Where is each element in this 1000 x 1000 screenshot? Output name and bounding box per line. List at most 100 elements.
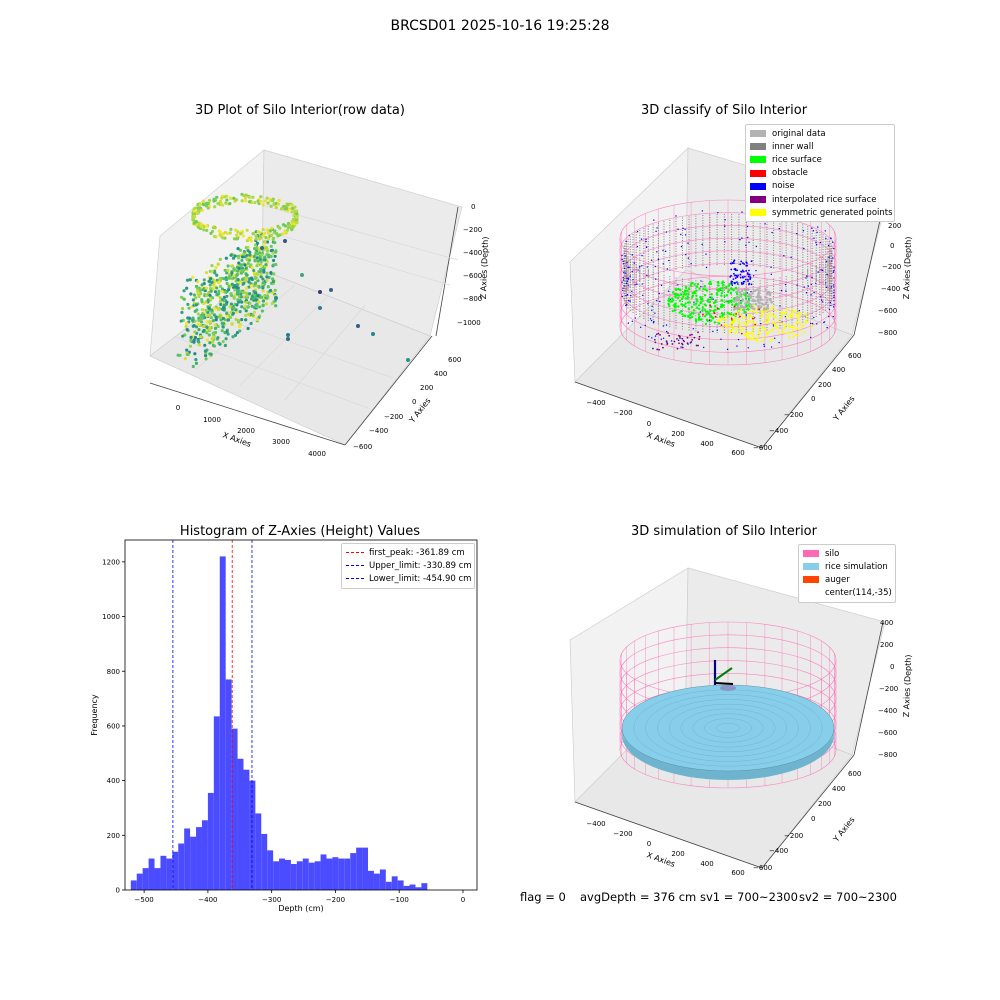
classify-rice-point — [681, 313, 684, 316]
raw-plot-title: 3D Plot of Silo Interior(row data) — [195, 103, 405, 118]
classify-rice-point — [720, 294, 723, 298]
histogram-bar — [314, 861, 321, 890]
raw-point — [199, 292, 203, 296]
classify-noise-point — [771, 231, 773, 234]
simulation-x-ticks: −400 −200 0 200 400 600 — [586, 820, 744, 877]
classify-interpolated-point — [689, 334, 691, 336]
raw-point — [265, 228, 270, 232]
classify-rice-point — [721, 286, 724, 290]
raw-point — [210, 337, 214, 341]
raw-3d-plot: 0 1000 2000 3000 4000 600 400 200 0 −200… — [149, 149, 490, 458]
classify-interpolated-point — [665, 340, 668, 343]
classify-rice-point — [695, 285, 699, 288]
classify-original-point — [770, 300, 773, 304]
classify-rice-point — [717, 281, 720, 285]
histogram-bars — [130, 556, 428, 890]
raw-point — [183, 357, 187, 361]
classify-rice-point — [745, 304, 748, 307]
classify-rice-point — [697, 307, 701, 311]
histogram-bar — [326, 858, 333, 890]
classify-obstacle-point — [754, 323, 757, 326]
classify-symmetric-point — [785, 316, 788, 319]
classify-noise-point — [640, 238, 643, 240]
simulation-x-tick: 600 — [731, 869, 744, 877]
histogram-bar — [136, 873, 143, 890]
histogram-x-tick-label: −300 — [262, 896, 281, 904]
classify-noise-point — [741, 211, 743, 213]
raw-point — [245, 294, 249, 298]
classify-rice-point — [706, 319, 709, 323]
classify-noise-point — [741, 269, 744, 272]
classify-noise-point — [634, 284, 636, 286]
raw-point — [215, 292, 219, 297]
raw-point — [210, 270, 214, 274]
classify-noise-point — [740, 260, 743, 263]
classify-original-point — [756, 288, 759, 291]
classify-noise-point — [785, 290, 787, 292]
classify-noise-point — [645, 246, 648, 249]
classify-symmetric-point — [737, 321, 740, 325]
raw-point — [235, 283, 239, 287]
classify-obstacle-point — [730, 318, 733, 320]
classify-noise-point — [741, 262, 744, 264]
histogram-bar — [403, 885, 410, 890]
raw-point — [224, 337, 228, 341]
raw-point — [238, 232, 243, 236]
classify-noise-point — [816, 323, 818, 325]
classify-noise-point — [637, 269, 639, 271]
raw-point — [184, 324, 188, 328]
simulation-x-tick: −400 — [586, 820, 605, 828]
classify-noise-point — [705, 266, 708, 269]
raw-point — [249, 236, 253, 240]
raw-point — [197, 294, 201, 299]
status-sv2: sv2 = 700~2300 — [799, 890, 897, 904]
classify-symmetric-point — [783, 326, 786, 329]
classify-noise-point — [621, 281, 623, 283]
classify-noise-point — [748, 273, 751, 276]
raw-point — [221, 325, 225, 329]
raw-point — [277, 198, 281, 202]
simulation-legend-label: rice simulation — [825, 561, 888, 572]
classify-original-point — [737, 307, 740, 310]
classify-noise-point — [747, 275, 750, 278]
classify-symmetric-point — [802, 325, 805, 328]
raw-point — [211, 319, 215, 323]
simulation-y-tick: 600 — [848, 770, 861, 778]
raw-point — [274, 205, 279, 210]
classify-noise-point — [665, 324, 668, 326]
raw-point — [248, 250, 252, 254]
classify-noise-point — [783, 255, 785, 257]
classify-symmetric-point — [772, 320, 775, 324]
classify-noise-point — [621, 258, 623, 261]
classify-rice-point — [710, 293, 713, 296]
classify-rice-point — [721, 313, 724, 317]
raw-point — [208, 303, 212, 307]
raw-point — [218, 199, 223, 203]
raw-point — [261, 227, 265, 232]
raw-point — [213, 290, 218, 294]
classify-symmetric-point — [799, 312, 802, 316]
classify-noise-point — [650, 319, 653, 322]
classify-noise-point — [796, 232, 798, 235]
classify-noise-point — [734, 282, 737, 284]
histogram-x-tick-label: 0 — [461, 896, 465, 904]
raw-point — [210, 263, 214, 268]
classify-rice-point — [667, 304, 671, 308]
raw-point — [290, 210, 294, 214]
raw-point — [265, 278, 269, 283]
raw-point — [271, 251, 275, 255]
raw-point — [271, 277, 275, 281]
raw-point — [274, 250, 278, 254]
classify-rice-point — [671, 309, 674, 313]
raw-point — [265, 247, 269, 252]
raw-point — [240, 258, 244, 262]
simulation-mesh-ring — [704, 718, 752, 738]
raw-point — [271, 279, 276, 284]
classify-noise-point — [669, 298, 672, 301]
raw-point — [288, 207, 292, 211]
classify-rice-point — [698, 287, 701, 290]
simulation-mesh-ring — [716, 723, 740, 733]
raw-point — [237, 266, 241, 271]
classify-interpolated-point — [681, 343, 684, 346]
classify-symmetric-point — [761, 325, 764, 329]
